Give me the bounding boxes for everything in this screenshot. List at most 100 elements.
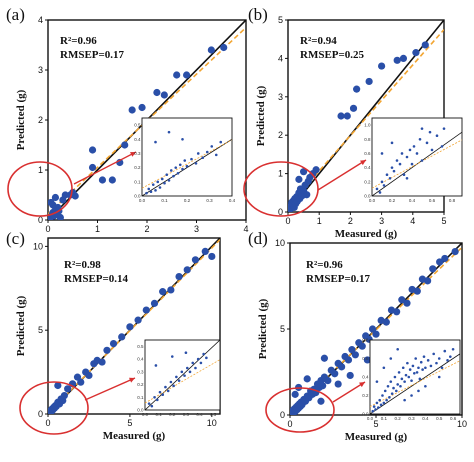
x-tick-label: 1 [317, 216, 322, 226]
data-point [153, 88, 161, 97]
inset-y-tick-label: 0.4 [134, 137, 141, 142]
inset-x-tick-label: 0.2 [395, 416, 402, 421]
inset-area [370, 347, 460, 414]
inset-data-point [374, 408, 377, 411]
inset-data-point [421, 368, 424, 371]
y-tick-label: 0 [38, 409, 43, 419]
inset-data-point [201, 156, 205, 160]
inset-y-tick-label: 0.0 [137, 408, 144, 413]
data-point [207, 46, 215, 54]
inset-data-point [165, 173, 169, 177]
inset-data-point [410, 379, 413, 383]
inset-x-tick-label: 0.0 [369, 198, 376, 203]
inset-x-tick-label: 0.8 [449, 198, 456, 203]
inset-data-point [390, 392, 394, 395]
inset-data-point [183, 159, 187, 162]
inset-y-tick-label: 0.2 [364, 179, 371, 184]
inset-identity-line [145, 340, 220, 410]
inset-data-point [410, 162, 414, 166]
data-point [413, 287, 421, 295]
inset-data-point [442, 127, 446, 130]
rmsep-label: RMSEP=0.25 [300, 49, 365, 61]
inset-data-point [194, 366, 197, 370]
x-tick-label: 10 [207, 418, 217, 428]
inset-data-point [167, 179, 171, 182]
data-point [118, 333, 126, 341]
data-point [48, 198, 55, 207]
inset-data-point [191, 361, 195, 365]
inset-data-point [375, 187, 379, 191]
inset-data-point [429, 364, 433, 368]
inset-y-tick-label: 0.2 [137, 382, 144, 387]
inset-data-point [196, 152, 200, 155]
y-tick-label: 1 [278, 169, 283, 179]
data-point [175, 272, 183, 281]
inset-data-point [418, 137, 422, 141]
data-point [363, 356, 371, 364]
inset-data-point [380, 180, 384, 184]
data-point [77, 378, 85, 386]
inset-data-point [411, 364, 415, 368]
data-point [134, 316, 142, 324]
inset-data-point [185, 164, 189, 168]
y-tick-label: 5 [38, 325, 43, 335]
inset-x-tick-label: 0.3 [408, 416, 415, 421]
inset-data-point [388, 176, 392, 180]
inset-data-point [383, 389, 387, 393]
inset-x-tick-label: 0.2 [184, 198, 191, 203]
x-tick-label: 1 [95, 224, 100, 234]
inset-data-point [372, 405, 376, 408]
inset: 0.0 0.1 0.2 0.3 0.4 0.5 0.0 0.1 0.2 0.3 0.4 0.5 [137, 339, 221, 417]
inset-data-point [154, 364, 158, 367]
inset-data-point [446, 359, 449, 362]
data-point [150, 299, 159, 307]
inset-fit-line [142, 139, 232, 189]
y-axis-title: Predicted (g) [15, 295, 27, 356]
x-tick-label: 5 [127, 418, 132, 428]
data-point [358, 342, 366, 350]
inset-data-point [408, 148, 412, 152]
data-point [85, 371, 93, 380]
x-tick-label: 2 [144, 224, 149, 234]
inset-data-point [402, 173, 406, 177]
data-point [412, 49, 420, 57]
inset-data-point [151, 183, 155, 186]
inset-data-point [164, 385, 167, 389]
inset-data-point [393, 375, 397, 379]
inset-data-point [196, 357, 200, 361]
inset-area [142, 130, 232, 196]
x-tick-label: 4 [243, 224, 248, 234]
arrow-head [129, 377, 135, 383]
inset-data-point [400, 152, 404, 155]
y-tick-label: 4 [38, 15, 43, 25]
x-tick-label: 5 [373, 419, 378, 429]
data-point [393, 56, 401, 64]
panel-label: (d) [248, 229, 268, 248]
inset-data-point [405, 155, 409, 159]
inset-data-point [155, 398, 159, 402]
inset-data-point [426, 359, 430, 362]
inset-data-point [392, 386, 395, 390]
inset-x-tick-label: 0.6 [450, 416, 457, 421]
inset-data-point [185, 366, 189, 370]
data-point [173, 71, 181, 79]
inset-data-point [407, 375, 411, 379]
inset-data-point [414, 357, 417, 360]
highlight-ellipse [265, 387, 335, 433]
y-tick-label: 2 [278, 130, 283, 140]
inset-data-point [437, 357, 441, 360]
inset-y-tick-label: 0.5 [134, 123, 141, 128]
data-point [109, 340, 118, 348]
inset-data-point [410, 394, 413, 397]
inset-frame [371, 117, 463, 197]
inset-data-point [449, 355, 452, 358]
inset-y-tick-label: 0.6 [362, 356, 369, 361]
arrow-shaft [84, 377, 136, 401]
inset-x-tick-label: 0.5 [436, 416, 443, 421]
y-axis-title: Predicted (g) [255, 85, 267, 146]
y-tick-label: 3 [278, 92, 283, 102]
inset-data-point [382, 184, 386, 187]
x-tick-label: 5 [441, 216, 446, 226]
x-tick-label: 0 [45, 224, 50, 234]
inset-data-point [371, 409, 375, 413]
